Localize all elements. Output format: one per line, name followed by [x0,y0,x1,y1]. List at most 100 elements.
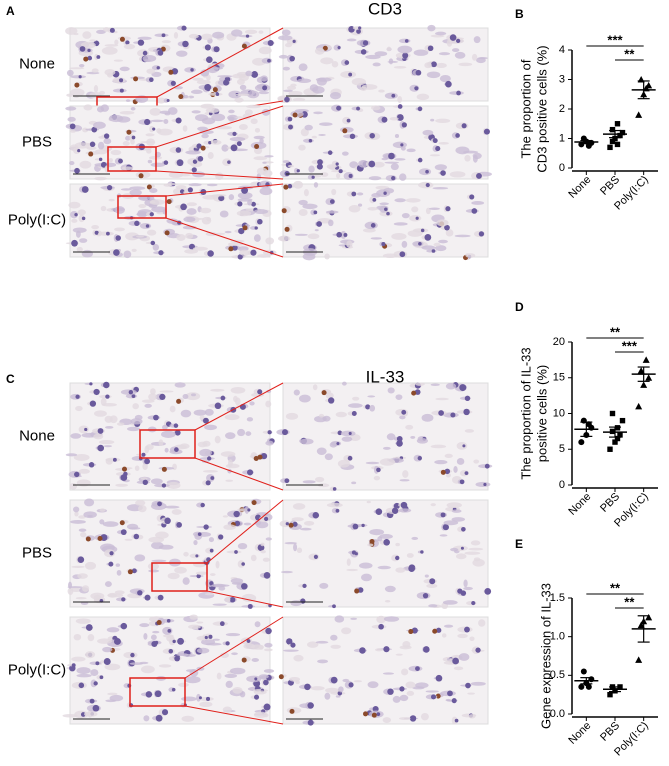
nucleus [415,69,422,76]
nucleus [307,702,314,709]
nucleus [348,72,353,77]
tissue [80,531,87,538]
row-label: Poly(I:C) [8,211,66,228]
zoom-line [194,457,284,491]
stain [160,46,166,52]
tissue [69,67,85,70]
tissue [121,166,133,171]
nucleus [92,704,100,712]
nucleus [172,639,176,644]
tissue [425,690,439,693]
tissue [294,167,299,174]
tissue [201,117,216,125]
y-tick-label: 1 [559,132,565,144]
tissue [161,430,176,438]
tissue [144,403,152,408]
tissue [189,553,201,559]
nucleus [130,652,135,658]
tissue [210,388,225,392]
tissue [464,429,475,433]
nucleus [336,441,340,446]
tissue [211,583,226,588]
nucleus [265,627,272,635]
nucleus [464,471,469,476]
nucleus [378,623,384,630]
tissue [62,714,78,718]
tissue [429,207,440,210]
panel-letter: E [515,537,523,551]
nucleus [213,46,220,53]
tissue [105,457,121,462]
tissue [439,74,451,83]
tissue [185,150,201,155]
nucleus [75,394,80,399]
tissue [93,85,99,93]
nucleus [69,123,76,130]
tissue [152,243,160,251]
nucleus [471,600,476,606]
nucleus [78,75,82,79]
tissue [146,68,156,74]
point [580,668,587,675]
tissue [450,547,459,552]
nucleus [417,157,423,163]
tissue [190,89,203,95]
tissue [439,534,448,537]
nucleus [383,538,390,546]
tissue [298,199,308,206]
tissue [224,230,232,234]
nucleus [198,696,202,700]
tissue [292,503,306,510]
tissue [245,70,253,77]
nucleus [233,510,240,518]
nucleus [267,39,274,47]
nucleus [174,447,179,452]
tissue [129,133,134,142]
nucleus [71,663,76,668]
nucleus [164,517,171,525]
tissue [394,198,406,203]
tissue [163,119,169,124]
tissue [302,203,318,210]
tissue [146,148,152,154]
tissue [100,397,107,406]
nucleus [84,427,88,432]
panel-letter: D [515,300,524,314]
nucleus [232,131,237,136]
tissue [298,209,308,217]
tissue [184,67,196,73]
nucleus [89,141,96,148]
tissue [470,540,481,546]
tissue [374,51,388,57]
tissue [442,600,458,605]
error-bar [609,686,621,693]
stain [322,45,328,51]
tissue [208,537,215,543]
tissue [79,160,92,169]
tissue [293,389,300,396]
tissue [212,638,221,641]
micrograph [65,180,277,260]
nucleus [284,96,290,103]
tissue [379,202,389,206]
nucleus [103,133,110,139]
nucleus [462,444,466,448]
error-bar [609,129,621,139]
tissue [471,53,478,61]
tissue [387,387,395,394]
tissue [75,596,87,600]
stain [408,629,414,635]
tissue [383,446,391,450]
tissue [196,80,211,85]
nucleus [180,203,187,211]
tissue [100,205,107,212]
nucleus [218,195,225,202]
tissue [224,596,231,603]
tissue [114,206,125,214]
y-axis-label: Gene expression of IL-33 [538,583,553,729]
tissue [340,230,347,239]
tissue [114,590,125,595]
tissue [335,695,341,698]
tissue [330,634,338,641]
tissue [231,29,243,37]
